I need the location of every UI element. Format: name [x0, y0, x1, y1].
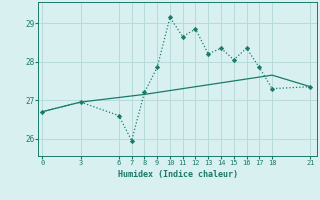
X-axis label: Humidex (Indice chaleur): Humidex (Indice chaleur) [118, 170, 238, 179]
